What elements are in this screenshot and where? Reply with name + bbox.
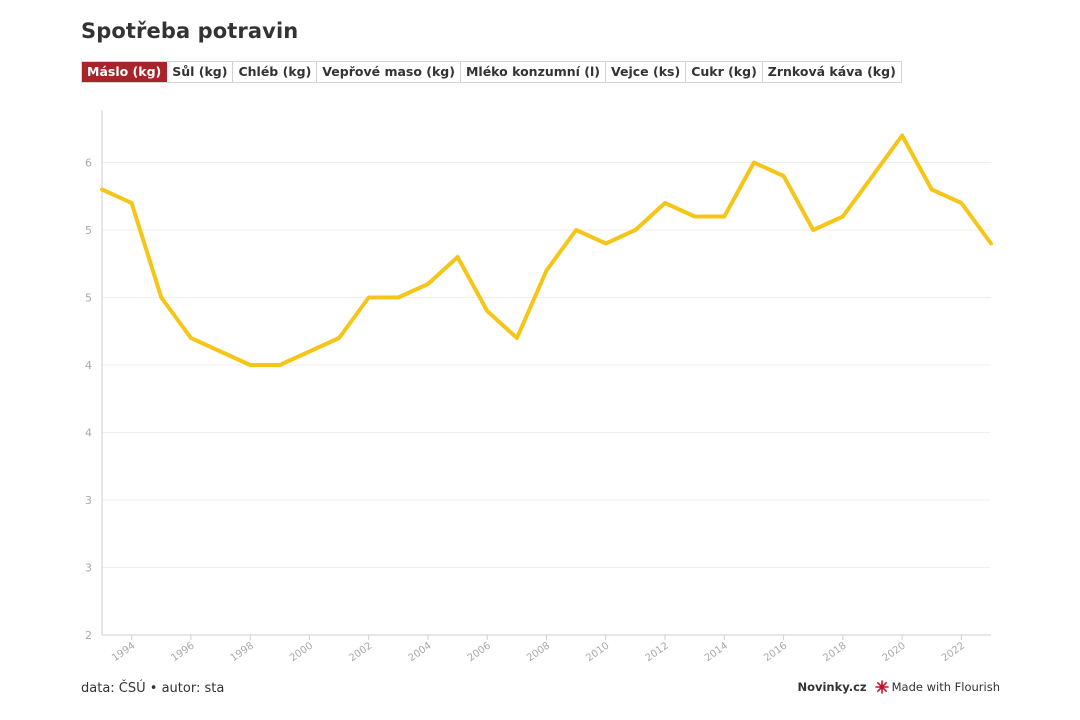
y-tick-label: 2 [85, 629, 92, 642]
y-tick-label: 6 [85, 157, 92, 170]
x-tick-label: 2002 [347, 640, 374, 664]
x-tick-label: 2016 [762, 640, 789, 664]
y-tick-label: 3 [85, 562, 92, 575]
y-tick-label: 5 [85, 292, 92, 305]
x-tick-label: 2006 [466, 640, 493, 664]
x-tick-label: 2022 [940, 640, 967, 664]
x-tick-label: 1996 [169, 640, 196, 664]
tab-maslo[interactable]: Máslo (kg) [82, 62, 168, 82]
y-tick-label: 5 [85, 224, 92, 237]
y-tick-label: 4 [85, 359, 92, 372]
flourish-burst-icon [874, 680, 889, 694]
tab-vejce[interactable]: Vejce (ks) [606, 62, 687, 82]
tab-chleb[interactable]: Chléb (kg) [233, 62, 318, 82]
x-tick-label: 2012 [644, 640, 671, 664]
x-tick-label: 2010 [584, 640, 611, 664]
x-tick-label: 2018 [821, 640, 848, 664]
y-tick-label: 3 [85, 494, 92, 507]
x-tick-label: 2020 [881, 640, 908, 664]
source-credit: data: ČSÚ • autor: sta [81, 681, 225, 696]
series-tabs: Máslo (kg) Sůl (kg) Chléb (kg) Vepřové m… [81, 61, 902, 83]
footer-branding: Novinky.cz Made with Flourish [797, 680, 1000, 694]
x-tick-label: 2014 [703, 640, 730, 664]
tab-cukr[interactable]: Cukr (kg) [686, 62, 763, 82]
novinky-logo-text[interactable]: Novinky.cz [797, 680, 867, 694]
chart-title: Spotřeba potravin [81, 19, 299, 43]
tab-sul[interactable]: Sůl (kg) [167, 62, 234, 82]
made-with-flourish-link[interactable]: Made with Flourish [891, 680, 1000, 694]
tab-veprove-maso[interactable]: Vepřové maso (kg) [317, 62, 461, 82]
tab-mleko-konzumni[interactable]: Mléko konzumní (l) [461, 62, 607, 82]
x-tick-label: 2000 [288, 640, 315, 664]
series-line-maslo [100, 133, 993, 367]
x-tick-label: 1998 [229, 640, 256, 664]
x-tick-label: 1994 [110, 640, 137, 664]
x-tick-label: 2004 [407, 640, 434, 664]
y-tick-label: 4 [85, 427, 92, 440]
x-tick-label: 2008 [525, 640, 552, 664]
tab-zrnkova-kava[interactable]: Zrnková káva (kg) [767, 64, 896, 79]
